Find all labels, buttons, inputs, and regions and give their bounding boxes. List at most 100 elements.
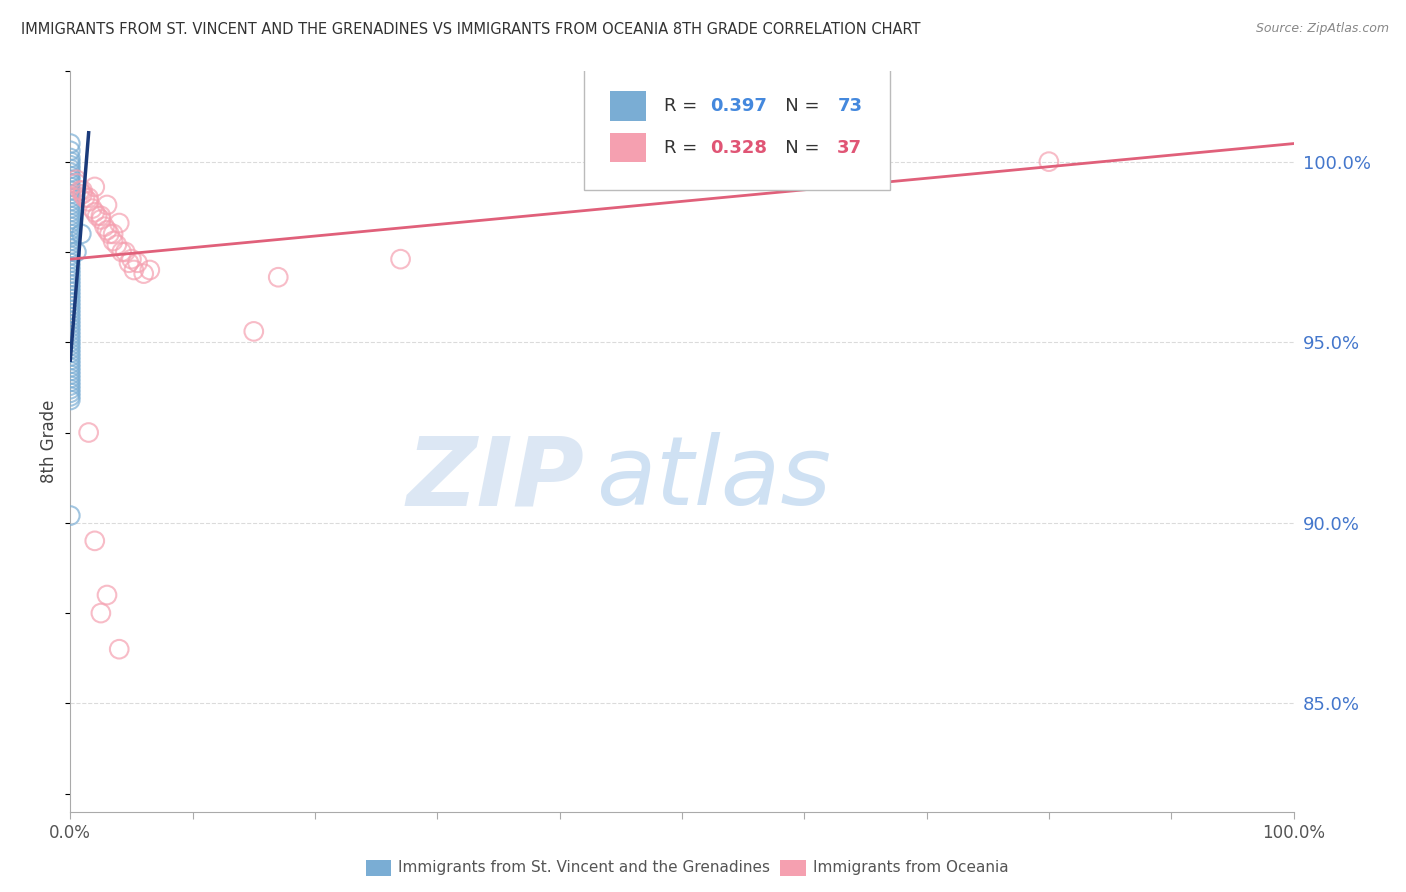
Point — [59, 205, 82, 219]
Point — [59, 328, 82, 343]
Point — [108, 642, 131, 657]
Point — [59, 295, 82, 310]
Point — [59, 177, 82, 191]
Point — [83, 533, 105, 548]
Point — [65, 172, 87, 186]
Point — [59, 325, 82, 339]
Point — [59, 277, 82, 292]
Point — [59, 256, 82, 270]
Point — [96, 198, 118, 212]
Point — [59, 375, 82, 389]
Point — [77, 425, 100, 440]
Text: N =: N = — [768, 138, 825, 157]
Text: Immigrants from St. Vincent and the Grenadines: Immigrants from St. Vincent and the Gren… — [398, 860, 770, 874]
Text: R =: R = — [664, 97, 703, 115]
Point — [243, 325, 266, 339]
Text: 0.397: 0.397 — [710, 97, 766, 115]
Point — [59, 299, 82, 313]
Text: IMMIGRANTS FROM ST. VINCENT AND THE GRENADINES VS IMMIGRANTS FROM OCEANIA 8TH GR: IMMIGRANTS FROM ST. VINCENT AND THE GREN… — [21, 22, 921, 37]
Point — [389, 252, 412, 267]
Point — [72, 184, 94, 198]
Point — [59, 136, 82, 151]
Point — [59, 339, 82, 353]
Point — [132, 267, 155, 281]
Point — [82, 202, 104, 216]
Point — [59, 281, 82, 295]
Point — [101, 234, 124, 248]
Point — [86, 209, 108, 223]
Point — [59, 317, 82, 331]
Point — [96, 588, 118, 602]
Point — [83, 205, 105, 219]
Point — [59, 234, 82, 248]
Point — [59, 252, 82, 267]
Point — [59, 194, 82, 209]
Point — [59, 274, 82, 288]
Point — [59, 263, 82, 277]
Text: R =: R = — [664, 138, 703, 157]
Text: Source: ZipAtlas.com: Source: ZipAtlas.com — [1256, 22, 1389, 36]
Point — [59, 237, 82, 252]
Point — [59, 223, 82, 237]
Point — [59, 378, 82, 392]
Point — [59, 288, 82, 302]
Point — [59, 151, 82, 165]
Point — [59, 260, 82, 274]
Point — [59, 198, 82, 212]
Point — [59, 357, 82, 371]
Point — [59, 385, 82, 400]
Point — [59, 313, 82, 327]
Point — [59, 212, 82, 227]
Point — [59, 371, 82, 385]
Point — [72, 187, 94, 202]
Point — [59, 230, 82, 244]
Point — [59, 161, 82, 176]
Point — [59, 353, 82, 368]
Point — [59, 332, 82, 346]
Point — [59, 241, 82, 255]
Point — [59, 202, 82, 216]
Point — [733, 147, 755, 161]
Point — [65, 244, 87, 259]
Point — [122, 263, 145, 277]
Text: atlas: atlas — [596, 432, 831, 525]
Text: 0.328: 0.328 — [710, 138, 768, 157]
Point — [108, 216, 131, 230]
Point — [139, 263, 162, 277]
Point — [1038, 154, 1060, 169]
Point — [90, 209, 112, 223]
Point — [77, 191, 100, 205]
Text: N =: N = — [768, 97, 825, 115]
Point — [59, 306, 82, 320]
Point — [111, 244, 134, 259]
Point — [59, 368, 82, 382]
Text: 37: 37 — [837, 138, 862, 157]
Point — [59, 172, 82, 186]
Text: 73: 73 — [837, 97, 862, 115]
Point — [70, 227, 93, 241]
Point — [267, 270, 290, 285]
FancyBboxPatch shape — [610, 91, 647, 121]
Point — [59, 227, 82, 241]
Point — [77, 194, 100, 209]
Point — [59, 350, 82, 364]
Point — [59, 267, 82, 281]
Point — [59, 320, 82, 334]
Point — [59, 335, 82, 350]
Point — [59, 389, 82, 403]
Point — [59, 244, 82, 259]
Point — [59, 165, 82, 179]
FancyBboxPatch shape — [583, 68, 890, 190]
Point — [59, 310, 82, 324]
Point — [98, 227, 121, 241]
Point — [93, 219, 115, 234]
Point — [59, 187, 82, 202]
Point — [59, 209, 82, 223]
Point — [59, 180, 82, 194]
Point — [59, 382, 82, 396]
Point — [90, 606, 112, 620]
Point — [121, 252, 143, 267]
Point — [59, 191, 82, 205]
Point — [59, 270, 82, 285]
Text: ZIP: ZIP — [406, 432, 583, 525]
